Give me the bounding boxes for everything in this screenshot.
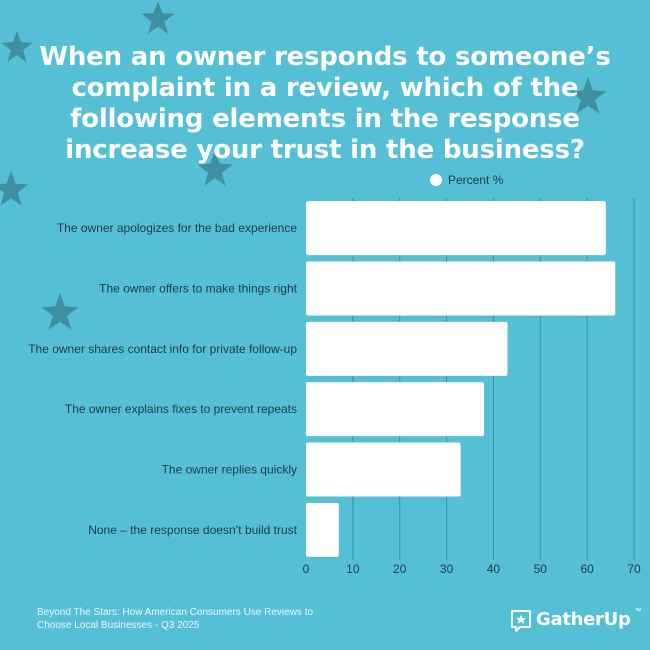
chart-title: When an owner responds to someone’s comp… (39, 42, 611, 165)
category-label: The owner offers to make things right (99, 282, 298, 296)
x-tick-label: 70 (627, 562, 641, 576)
x-tick-label: 0 (303, 562, 310, 576)
brand-logo: GatherUp ™ (510, 606, 642, 632)
x-tick-label: 40 (487, 562, 501, 576)
category-label: The owner shares contact info for privat… (28, 342, 297, 356)
legend: Percent % (430, 173, 503, 187)
star-icon (569, 76, 607, 114)
category-label: None – the response doesn’t build trust (88, 523, 297, 537)
star-icon (41, 292, 79, 330)
legend-label: Percent % (448, 173, 504, 187)
bar (306, 442, 461, 497)
x-tick-label: 60 (580, 562, 594, 576)
gatherup-logo-icon (511, 610, 531, 632)
star-icon (197, 150, 233, 186)
category-label: The owner replies quickly (162, 463, 297, 477)
x-tick-label: 10 (346, 562, 360, 576)
star-icon (1, 30, 33, 62)
trademark-mark: ™ (634, 608, 642, 615)
category-label: The owner explains fixes to prevent repe… (65, 402, 297, 416)
x-tick-label: 50 (534, 562, 548, 576)
star-icon (141, 0, 175, 34)
bar (306, 201, 606, 256)
bar (306, 321, 508, 376)
bar (306, 502, 339, 557)
category-label: The owner apologizes for the bad experie… (57, 221, 297, 235)
source-note: Beyond The Stars: How American Consumers… (37, 607, 314, 631)
brand-name: GatherUp (536, 608, 631, 630)
legend-swatch (430, 174, 442, 186)
star-icon (0, 170, 29, 206)
bar (306, 261, 616, 316)
x-tick-label: 30 (440, 562, 454, 576)
x-tick-label: 20 (393, 562, 407, 576)
bar (306, 382, 485, 437)
